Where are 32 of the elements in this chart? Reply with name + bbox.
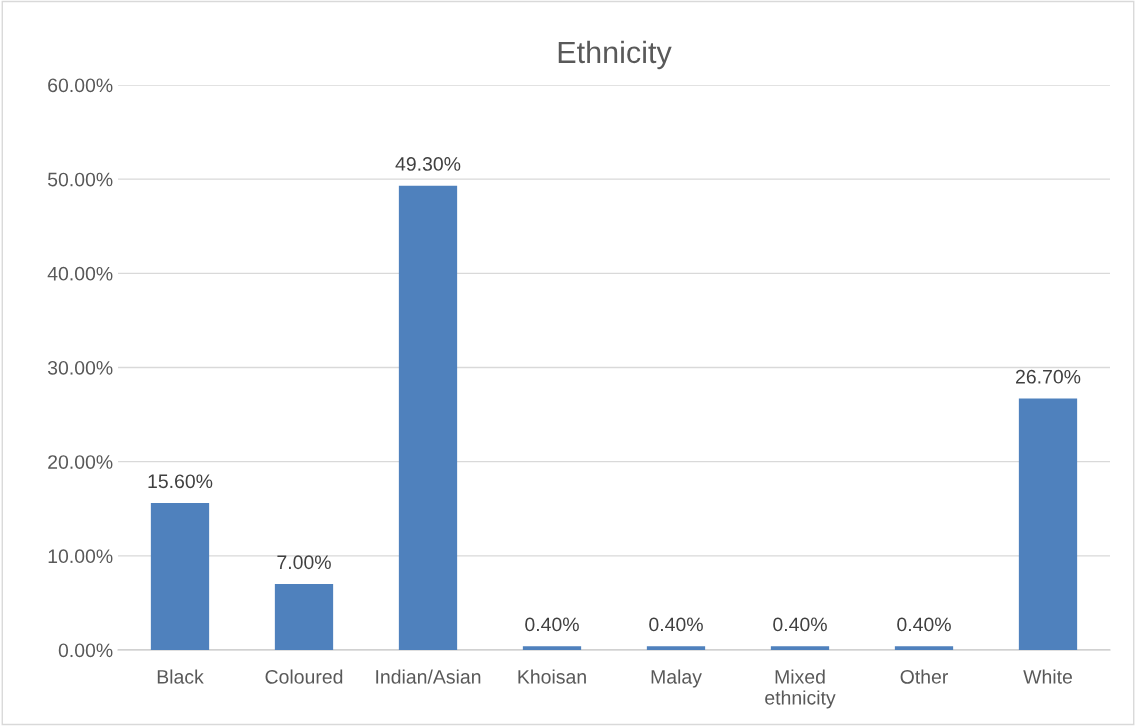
- x-tick-label: Khoisan: [518, 669, 586, 684]
- x-tick-label: Coloured: [265, 669, 343, 684]
- x-tick-label: Mixed ethnicity: [765, 669, 836, 709]
- y-tick-label: 40.00%: [47, 266, 113, 281]
- data-label: 0.40%: [649, 617, 703, 632]
- data-label: 49.30%: [395, 157, 461, 171]
- bar: [894, 646, 954, 650]
- x-tick-label: Black: [157, 669, 204, 684]
- y-tick-label: 0.00%: [58, 643, 113, 658]
- bar: [646, 646, 706, 650]
- bar: [274, 584, 334, 650]
- x-tick-label: White: [1023, 669, 1072, 684]
- y-tick-label: 60.00%: [48, 78, 113, 93]
- data-label: 15.60%: [148, 474, 213, 489]
- data-label: 0.40%: [525, 617, 579, 632]
- y-tick-label: 50.00%: [47, 172, 113, 187]
- chart-title: Ethnicity: [558, 40, 672, 70]
- bar: [150, 503, 210, 650]
- x-tick-label: Indian/Asian: [376, 669, 481, 684]
- bar: [398, 185, 458, 650]
- x-tick-label: Other: [900, 669, 948, 684]
- y-tick-label: 30.00%: [47, 360, 113, 375]
- data-label: 26.70%: [1016, 369, 1081, 384]
- y-tick-label: 20.00%: [48, 455, 113, 469]
- data-label: 7.00%: [277, 555, 331, 570]
- x-tick-label: Malay: [651, 669, 702, 688]
- y-tick-label: 10.00%: [48, 549, 113, 564]
- bar: [1018, 398, 1078, 650]
- bar: [770, 646, 830, 650]
- data-label: 0.40%: [773, 617, 827, 632]
- bar: [522, 646, 582, 650]
- data-label: 0.40%: [897, 617, 951, 632]
